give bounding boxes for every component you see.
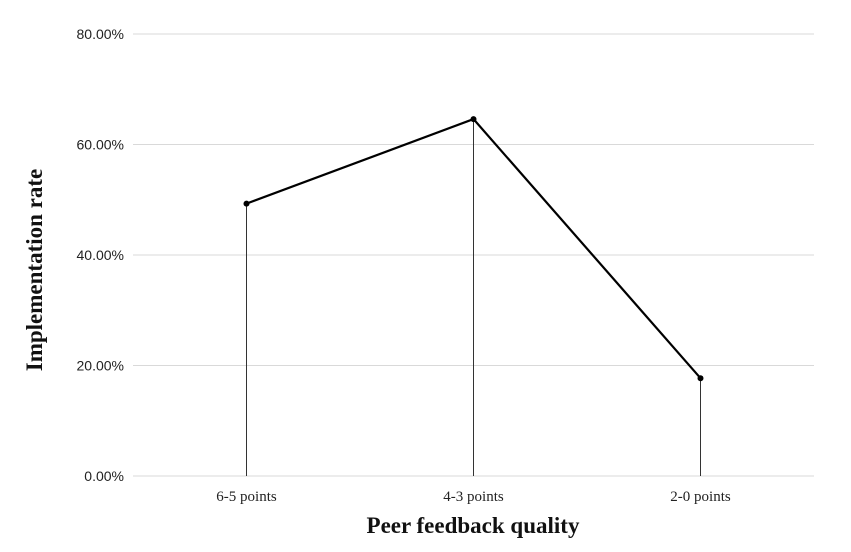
drop-lines [246,119,701,476]
data-point [243,200,250,207]
y-tick-label: 0.00% [84,468,124,484]
y-axis-ticks: 0.00% 20.00% 40.00% 60.00% 80.00% [77,26,124,484]
x-tick-label: 2-0 points [670,489,731,505]
data-point [697,375,704,382]
x-axis-ticks: 6-5 points 4-3 points 2-0 points [216,489,731,505]
data-points [243,116,704,382]
x-axis-title: Peer feedback quality [367,513,580,538]
x-tick-label: 4-3 points [443,489,504,505]
y-tick-label: 40.00% [77,247,124,263]
y-axis-title: Implementation rate [22,169,47,372]
y-tick-label: 20.00% [77,358,124,374]
y-tick-label: 80.00% [77,26,124,42]
data-point [470,116,477,123]
y-tick-label: 60.00% [77,137,124,153]
x-tick-label: 6-5 points [216,489,277,505]
